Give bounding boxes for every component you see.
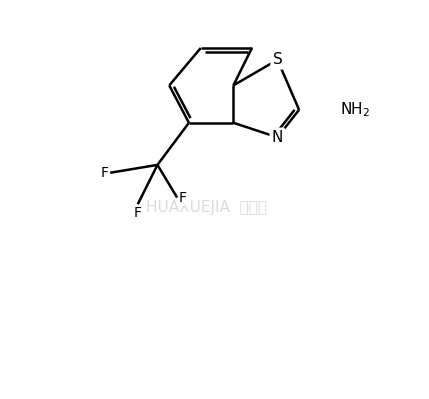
Text: F: F: [179, 191, 187, 205]
Text: N: N: [272, 130, 283, 145]
Text: F: F: [134, 206, 142, 220]
Text: NH$_2$: NH$_2$: [340, 101, 371, 119]
Text: HUAXUEJIA  化学加: HUAXUEJIA 化学加: [146, 200, 267, 215]
Text: F: F: [100, 166, 108, 180]
Text: S: S: [272, 52, 282, 67]
